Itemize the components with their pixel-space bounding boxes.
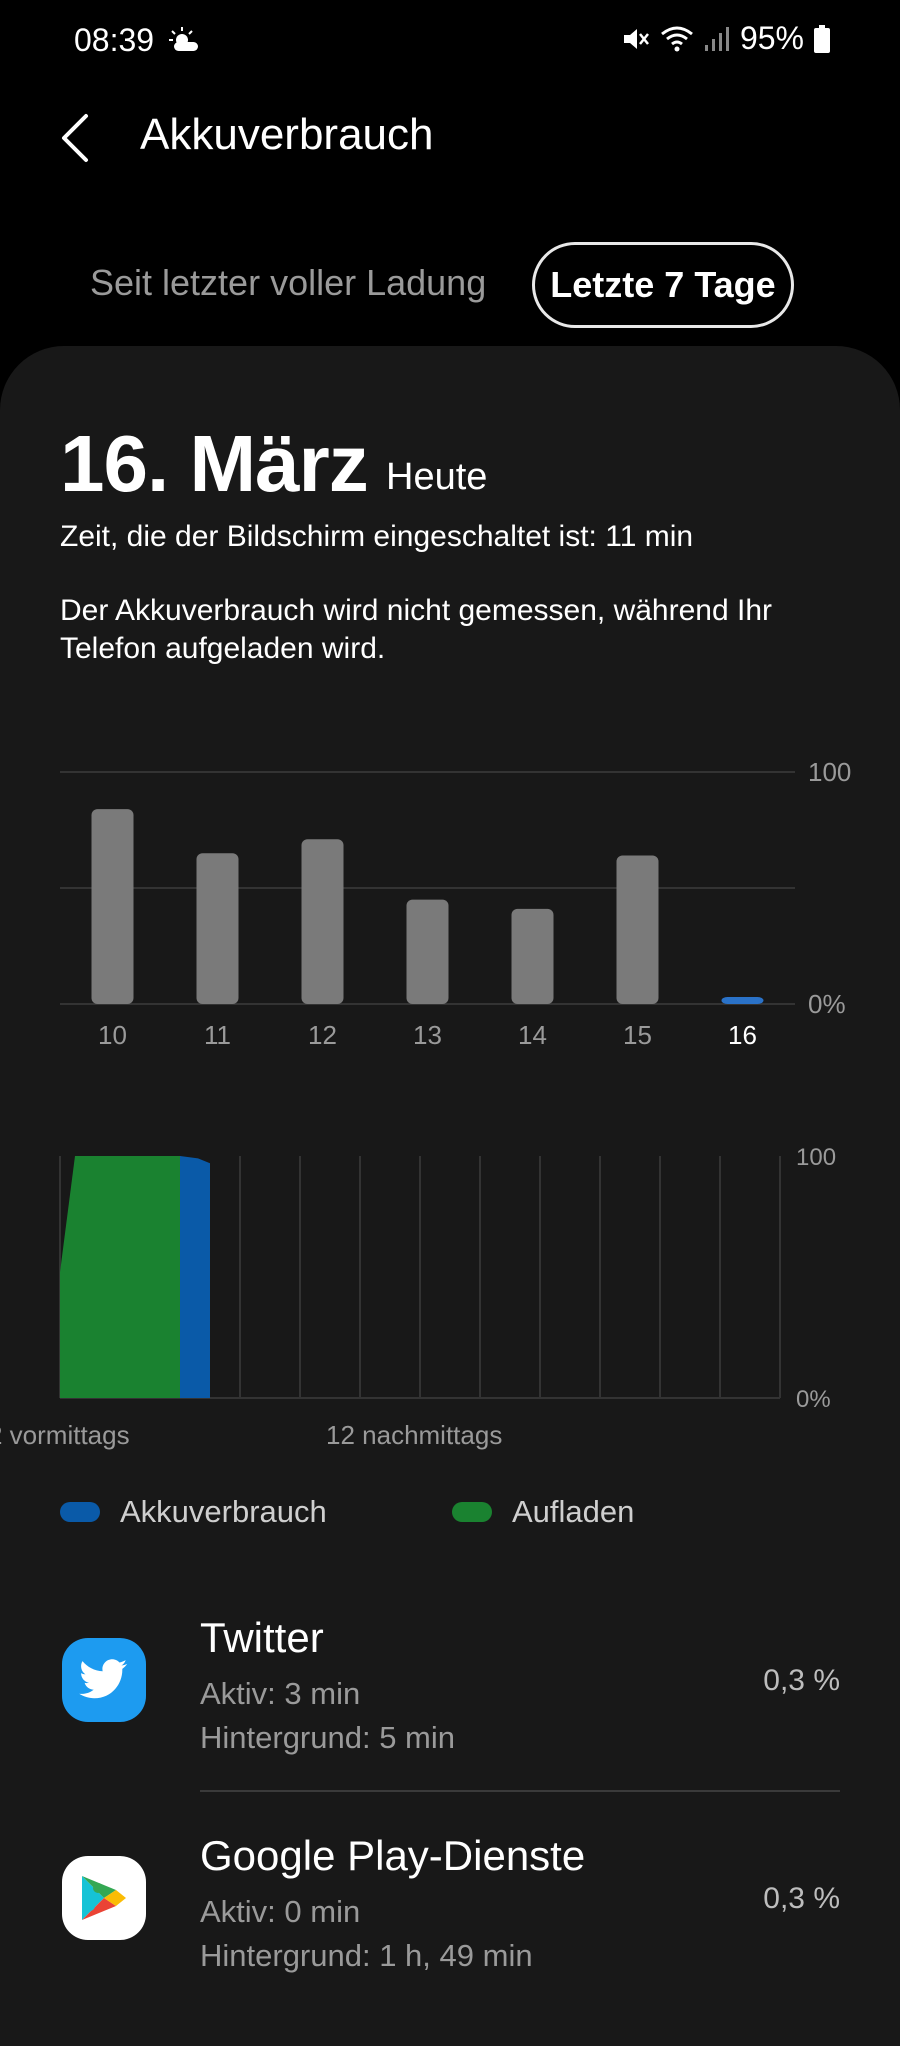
legend-usage: Akkuverbrauch — [60, 1494, 327, 1530]
status-time: 08:39 — [74, 22, 155, 58]
page-title: Akkuverbrauch — [140, 110, 434, 159]
x-tick-label: 14 — [518, 1020, 547, 1050]
app-name: Twitter — [200, 1614, 324, 1661]
puzzle-icon — [82, 1876, 126, 1920]
x-tick-label: 10 — [98, 1020, 127, 1050]
y-tick-label: 0% — [808, 989, 846, 1019]
area-charging — [60, 1156, 180, 1398]
bar-15 — [616, 855, 659, 1004]
bar-11 — [196, 853, 239, 1004]
app-active-time: Aktiv: 0 min — [200, 1894, 361, 1929]
bar-12 — [301, 839, 344, 1004]
app-active-time: Aktiv: 3 min — [200, 1676, 361, 1711]
list-item[interactable]: Google Play-Dienste Aktiv: 0 min Hinterg… — [0, 1818, 900, 2000]
bar-13 — [406, 899, 449, 1004]
today-label: Heute — [386, 456, 488, 498]
app-name: Google Play-Dienste — [200, 1832, 586, 1879]
y-tick-label: 100 — [796, 1144, 836, 1171]
divider — [200, 1790, 840, 1792]
x-tick-label: 12 nachmittags — [326, 1420, 502, 1450]
legend-usage-swatch — [60, 1502, 100, 1522]
list-item[interactable]: Twitter Aktiv: 3 min Hintergrund: 5 min … — [0, 1600, 900, 1790]
app-percent: 0,3 % — [763, 1882, 840, 1915]
bar-10 — [91, 809, 134, 1004]
x-tick-label: 16 — [728, 1020, 757, 1050]
legend-charging-label: Aufladen — [512, 1494, 635, 1529]
legend-charging: Aufladen — [452, 1494, 634, 1530]
weather-icon — [169, 27, 198, 51]
battery-percent: 95% — [739, 20, 804, 56]
x-tick-label: 2 vormittags — [0, 1420, 130, 1450]
daily-usage-chart: 100 0% 10 11 12 13 14 15 16 — [60, 757, 851, 1050]
signal-icon — [704, 26, 729, 51]
legend-charging-swatch — [452, 1502, 492, 1522]
app-background-time: Hintergrund: 5 min — [200, 1720, 456, 1755]
twitter-icon — [62, 1638, 146, 1722]
x-tick-label: 15 — [623, 1020, 652, 1050]
y-tick-label: 100 — [808, 757, 851, 787]
selected-date: 16. März — [60, 419, 369, 508]
google-play-services-icon — [62, 1856, 146, 1940]
x-tick-label: 11 — [204, 1020, 231, 1050]
bar-16 — [721, 997, 764, 1004]
app-percent: 0,3 % — [763, 1664, 840, 1697]
y-tick-label: 0% — [796, 1386, 831, 1413]
legend-usage-label: Akkuverbrauch — [120, 1494, 327, 1529]
tab-since-full-charge[interactable]: Seit letzter voller Ladung — [90, 262, 487, 303]
screen-time-text: Zeit, die der Bildschirm eingeschaltet i… — [60, 520, 694, 553]
app-background-time: Hintergrund: 1 h, 49 min — [200, 1938, 533, 1973]
hourly-level-chart: 100 0% 2 vormittags 12 nachmittags — [0, 1144, 836, 1450]
wifi-icon — [661, 26, 693, 51]
bird-icon — [79, 1659, 128, 1699]
back-button[interactable] — [52, 108, 102, 168]
tab-last-7-days[interactable]: Letzte 7 Tage — [532, 242, 794, 328]
x-tick-label: 12 — [308, 1020, 337, 1050]
bar-14 — [511, 908, 554, 1004]
battery-icon — [814, 24, 830, 53]
mute-icon — [623, 28, 649, 49]
x-tick-label: 13 — [413, 1020, 442, 1050]
area-usage — [180, 1156, 210, 1398]
charging-note: Der Akkuverbrauch wird nicht gemessen, w… — [60, 594, 773, 665]
status-icons: 95% — [620, 20, 830, 57]
